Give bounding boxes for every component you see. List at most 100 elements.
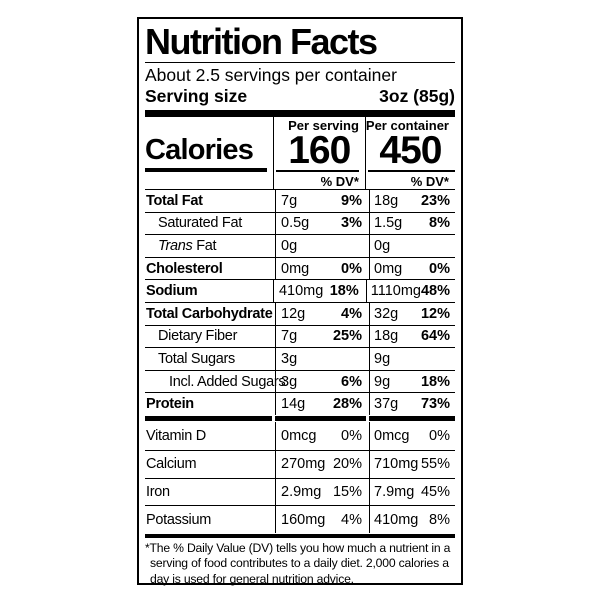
per-serving-dv: 0%: [341, 427, 362, 444]
per-container-cell: 32g 12%: [369, 302, 455, 325]
row-trans-fat: Trans Fat 0g 0g: [145, 234, 455, 257]
serving-size-row: Serving size 3oz (85g): [145, 86, 455, 107]
vitamin-name: Iron: [146, 483, 170, 500]
per-container-dv: 64%: [420, 328, 450, 345]
divider-segment: [369, 415, 455, 421]
per-serving-dv: 25%: [332, 328, 362, 345]
per-container-dv: 12%: [420, 305, 450, 322]
per-serving-amount: 12g: [281, 305, 306, 322]
per-container-dv: 0%: [429, 260, 450, 277]
per-container-underline: [367, 170, 455, 172]
nutrient-name: Total Carbohydrate: [146, 305, 273, 322]
daily-value-footnote: *The % Daily Value (DV) tells you how mu…: [145, 541, 451, 586]
per-serving-dv-header: % DV*: [320, 174, 359, 189]
servings-per-container: About 2.5 servings per container: [145, 65, 397, 85]
per-serving-cell: 7g 25%: [275, 325, 369, 348]
per-serving-dv: 4%: [341, 511, 362, 528]
row-potassium: Potassium 160mg 4% 410mg 8%: [145, 505, 455, 534]
per-container-dv: 55%: [420, 456, 450, 473]
per-container-dv-header: % DV*: [410, 174, 449, 189]
per-serving-amount: 410mg: [278, 283, 324, 300]
per-serving-dv: 20%: [332, 456, 362, 473]
per-container-cell: 0g: [369, 235, 455, 257]
trans-italic: Trans: [158, 237, 193, 254]
per-container-amount: 32g: [374, 305, 399, 322]
per-serving-cell: 270mg 20%: [275, 450, 369, 478]
per-container-column: Per container 450 % DV*: [364, 117, 455, 189]
per-serving-amount: 14g: [281, 396, 306, 413]
row-protein: Protein 14g 28% 37g 73%: [145, 392, 455, 415]
divider-segment: [275, 415, 366, 421]
per-serving-cell: 0mcg 0%: [275, 421, 369, 450]
nutrient-name: Saturated Fat: [158, 215, 242, 232]
per-serving-cell: 14g 28%: [275, 393, 369, 415]
row-total-carbohydrate: Total Carbohydrate 12g 4% 32g 12%: [145, 301, 455, 325]
per-serving-cell: 12g 4%: [275, 302, 369, 325]
per-container-cell: 18g 64%: [369, 325, 455, 348]
per-serving-dv: 28%: [332, 396, 362, 413]
calories-underline: [145, 168, 267, 172]
per-serving-dv: 18%: [329, 283, 359, 300]
per-serving-cell: 0mg 0%: [275, 257, 369, 280]
per-container-dv: 8%: [429, 215, 450, 232]
per-serving-amount: 3g: [281, 350, 298, 367]
per-container-amount: 410mg: [374, 511, 419, 528]
per-serving-amount: 0mg: [281, 260, 310, 277]
per-container-cell: 1.5g 8%: [369, 212, 455, 235]
per-container-amount: 37g: [374, 396, 399, 413]
per-container-amount: 0mcg: [374, 427, 410, 444]
per-container-amount: 9g: [374, 373, 391, 390]
per-serving-dv: 4%: [341, 305, 362, 322]
per-container-amount: 18g: [374, 192, 399, 209]
calories-heading: Calories: [145, 134, 254, 166]
per-serving-dv: 15%: [332, 483, 362, 500]
nutrient-name: Total Sugars: [158, 350, 235, 367]
per-container-amount: 0mg: [374, 260, 403, 277]
row-vitamin-d: Vitamin D 0mcg 0% 0mcg 0%: [145, 421, 455, 450]
per-container-amount: 7.9mg: [374, 483, 415, 500]
per-serving-amount: 0g: [281, 237, 298, 254]
per-serving-underline: [275, 170, 359, 172]
per-serving-amount: 7g: [281, 328, 298, 345]
header-thick-bar: [145, 110, 455, 117]
per-serving-cell: 410mg 18%: [272, 280, 366, 302]
calories-section: Calories Per serving 160 % DV* Per conta…: [145, 117, 455, 189]
nutrient-name: Trans Fat: [145, 238, 275, 254]
nutrient-name: Cholesterol: [146, 260, 223, 277]
per-serving-dv: 9%: [341, 192, 362, 209]
per-container-amount: 9g: [374, 350, 391, 367]
per-container-dv: 48%: [420, 283, 450, 300]
per-container-dv: 73%: [420, 396, 450, 413]
per-container-dv: 8%: [429, 511, 450, 528]
vitamin-name: Potassium: [146, 511, 211, 528]
per-serving-amount: 160mg: [281, 511, 326, 528]
per-serving-amount: 7g: [281, 192, 298, 209]
per-container-amount: 18g: [374, 328, 399, 345]
per-serving-cell: 7g 9%: [275, 190, 369, 212]
serving-size-value: 3oz (85g): [379, 86, 455, 106]
per-serving-cell: 2.9mg 15%: [275, 478, 369, 506]
per-serving-amount: 3g: [281, 373, 298, 390]
per-container-cell: 0mg 0%: [369, 257, 455, 280]
row-sodium: Sodium 410mg 18% 1110mg 48%: [145, 279, 455, 302]
per-serving-column: Per serving 160 % DV*: [272, 117, 365, 189]
per-container-dv: 0%: [429, 427, 450, 444]
calories-spacer: [145, 172, 273, 189]
vitamin-name: Calcium: [146, 456, 197, 473]
per-container-cell: 37g 73%: [369, 393, 455, 415]
nutrient-name: Total Fat: [146, 192, 203, 209]
per-container-amount: 710mg: [374, 456, 419, 473]
row-saturated-fat: Saturated Fat 0.5g 3% 1.5g 8%: [145, 211, 455, 235]
per-serving-amount: 2.9mg: [281, 483, 322, 500]
vitamin-name: Vitamin D: [146, 427, 206, 444]
nutrient-name: Sodium: [146, 283, 198, 300]
per-container-cell: 9g: [369, 348, 455, 370]
per-container-dv: 23%: [420, 192, 450, 209]
serving-size-label: Serving size: [145, 86, 248, 106]
per-container-amount: 1110mg: [370, 283, 421, 300]
divider-segment: [145, 415, 272, 421]
per-container-cell: 0mcg 0%: [369, 421, 455, 450]
per-container-cell: 9g 18%: [369, 370, 455, 393]
calories-per-serving-value: 160: [288, 129, 351, 172]
